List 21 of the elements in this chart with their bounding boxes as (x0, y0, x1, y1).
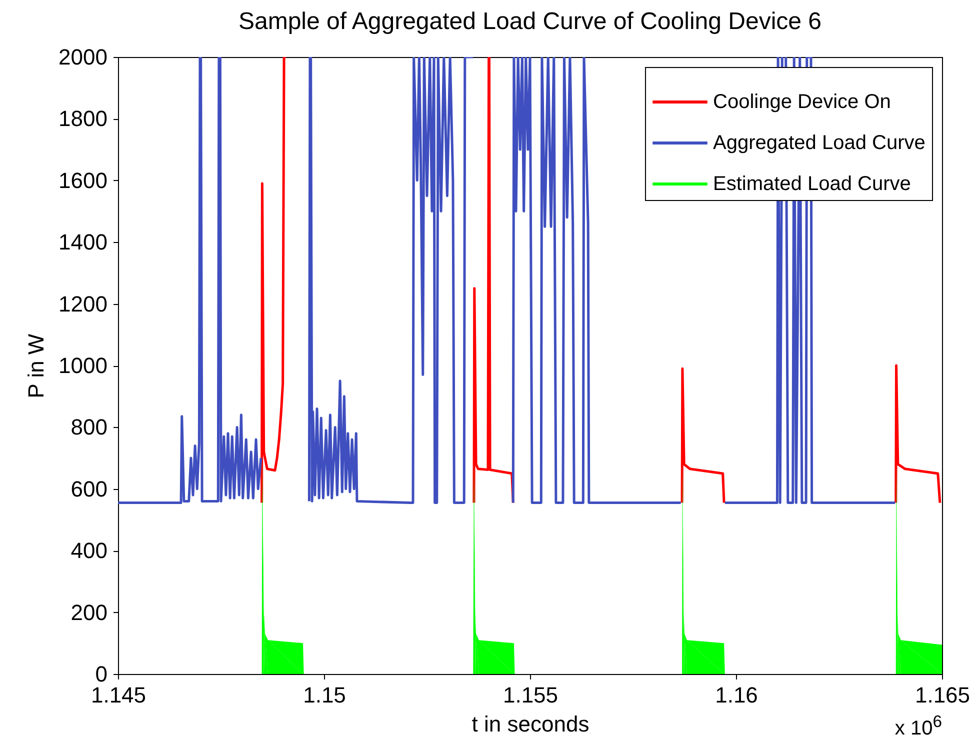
y-tick-label: 1800 (58, 106, 108, 132)
x-tick-label: 1.165 (914, 682, 970, 708)
y-tick-label: 800 (70, 414, 108, 440)
legend-label: Aggregated Load Curve (713, 132, 926, 154)
y-tick-label: 1200 (58, 291, 108, 316)
y-axis-title: P in W (24, 334, 49, 398)
chart-title: Sample of Aggregated Load Curve of Cooling Device 6 (238, 8, 822, 35)
legend-label: Estimated Load Curve (713, 173, 911, 195)
y-tick-label: 400 (70, 538, 108, 564)
y-tick-label: 600 (70, 476, 108, 502)
y-tick-label: 1000 (58, 353, 108, 378)
x-tick-label: 1.16 (715, 682, 758, 708)
x-tick-label: 1.15 (303, 682, 346, 708)
x-axis-title: t in seconds (472, 712, 590, 736)
y-tick-label: 1400 (58, 230, 108, 255)
x-tick-label: 1.155 (502, 682, 558, 708)
y-tick-label: 200 (70, 600, 108, 625)
y-tick-label: 2000 (58, 44, 108, 70)
text: x 10$^{6}$ (894, 712, 942, 741)
legend-label: Coolinge Device On (713, 91, 891, 113)
y-tick-label: 1600 (58, 168, 108, 193)
